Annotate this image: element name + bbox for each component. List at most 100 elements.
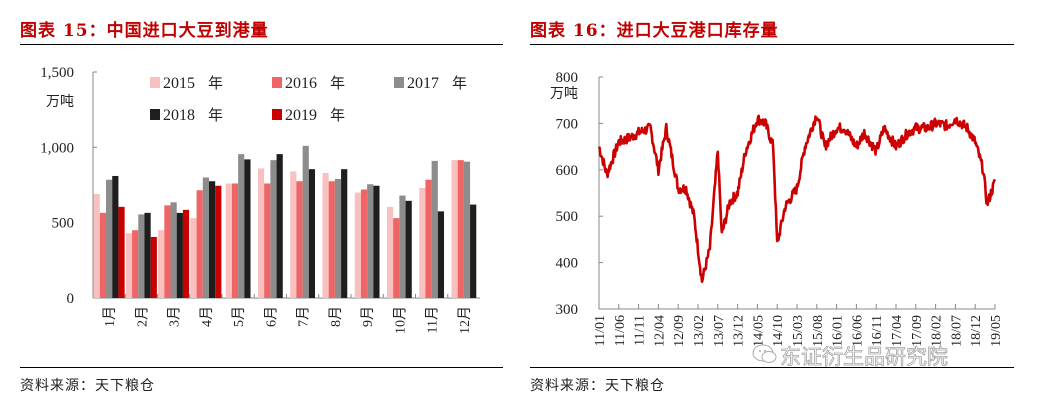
bar <box>290 171 297 298</box>
bar <box>386 206 394 298</box>
bar <box>244 159 251 298</box>
bar <box>264 183 271 298</box>
bar <box>341 169 348 298</box>
y-tick-label: 700 <box>556 116 579 132</box>
x-tick-label: 15/08 <box>811 315 826 347</box>
legend-swatch <box>150 109 160 120</box>
bar <box>112 175 119 298</box>
bar <box>158 230 165 298</box>
y-tick-label: 1,000 <box>40 140 74 156</box>
bar <box>405 200 412 298</box>
x-tick-label: 13/02 <box>692 315 707 347</box>
bar <box>399 195 406 298</box>
bar <box>182 209 190 298</box>
bar <box>208 181 216 298</box>
left-panel: 图表 15：中国进口大豆到港量 0 500 1,000 1,500 万吨 1月 2月 3月 4月… <box>0 0 520 406</box>
x-tick-label: 16/06 <box>850 315 865 347</box>
x-tick-label: 12月 <box>457 306 473 334</box>
y-tick-label: 600 <box>556 163 579 179</box>
bar <box>238 154 245 298</box>
legend-item: 2015 年 <box>150 75 223 92</box>
x-tick-label: 11/01 <box>593 315 608 346</box>
svg-text:年: 年 <box>208 75 223 92</box>
x-tick-label: 19/05 <box>989 315 1004 347</box>
x-tick-label: 11/11 <box>633 315 648 346</box>
bar <box>125 233 133 298</box>
left-chart-title: 图表 15：中国进口大豆到港量 <box>20 21 269 41</box>
y-unit-label: 万吨 <box>550 86 578 102</box>
x-tick-label: 18/12 <box>969 315 984 347</box>
x-tick-label: 11月 <box>425 306 441 333</box>
y-tick-label: 300 <box>556 302 579 318</box>
right-source-rule <box>530 367 1014 368</box>
svg-text:年: 年 <box>208 107 223 124</box>
legend-swatch <box>150 77 160 88</box>
y-tick-label: 400 <box>556 256 579 272</box>
x-tick-label: 5月 <box>231 306 247 327</box>
y-unit-label: 万吨 <box>46 94 74 110</box>
legend-item: 2016 年 <box>272 75 345 92</box>
x-tick-label: 8月 <box>328 306 344 327</box>
bar <box>451 160 458 298</box>
bar <box>431 160 438 298</box>
x-tick-label: 4月 <box>199 306 215 327</box>
bar <box>176 212 183 298</box>
left-source-rule <box>20 367 503 368</box>
x-tick-label: 15/03 <box>791 315 806 347</box>
bar <box>196 190 203 298</box>
right-title-rule <box>530 44 1014 45</box>
svg-text:年: 年 <box>452 75 467 92</box>
x-tick-label: 16/01 <box>831 315 846 347</box>
bar <box>170 202 177 298</box>
x-tick-label: 12/09 <box>672 315 687 347</box>
svg-text:年: 年 <box>330 107 345 124</box>
bar <box>302 145 309 298</box>
y-tick-label: 0 <box>67 291 75 307</box>
x-tick-label: 14/05 <box>751 315 766 347</box>
bar <box>144 212 151 298</box>
bar <box>425 179 432 298</box>
legend-swatch <box>272 77 282 88</box>
x-tick-label: 17/09 <box>910 315 925 347</box>
x-tick-label: 14/10 <box>771 315 786 347</box>
x-tick-label: 13/07 <box>712 315 727 347</box>
legend-label: 2016 <box>285 75 317 92</box>
legend-swatch <box>272 109 282 120</box>
bar <box>164 205 171 298</box>
legend-label: 2017 <box>407 75 439 92</box>
bar <box>99 212 107 298</box>
inventory-line <box>597 114 997 284</box>
import-arrivals-bar-chart: 0 500 1,000 1,500 万吨 1月 2月 3月 4月 5月 6月 7月 8月 9月 10月 11月… <box>40 65 480 334</box>
left-source-note: 资料来源：天下粮仓 <box>20 378 155 394</box>
bar <box>334 178 342 298</box>
bar <box>393 218 400 298</box>
bar <box>322 172 329 298</box>
bar <box>419 188 426 298</box>
watermark-text: 东证衍生品研究院 <box>780 345 949 370</box>
x-tick-label: 18/07 <box>949 315 964 347</box>
bar <box>150 236 157 298</box>
bar <box>215 185 222 298</box>
x-tick-label: 7月 <box>296 306 312 327</box>
x-tick-label: 12/04 <box>652 315 667 347</box>
x-tick-label: 18/02 <box>930 315 945 347</box>
left-title-rule <box>20 44 503 45</box>
bar <box>118 206 125 298</box>
y-tick-label: 500 <box>556 209 579 225</box>
legend-label: 2019 <box>285 107 317 124</box>
bar <box>360 189 368 298</box>
svg-text:年: 年 <box>330 75 345 92</box>
right-panel: 图表 16：进口大豆港口库存量 资料来源：天下粮仓 <box>520 0 1056 406</box>
legend-item: 2018 年 <box>150 107 223 124</box>
bar <box>190 218 197 298</box>
y-tick-label: 500 <box>52 216 75 232</box>
wechat-icon <box>752 344 777 363</box>
bar <box>93 194 100 298</box>
legend-label: 2018 <box>163 107 195 124</box>
legend-item: 2017 年 <box>394 75 467 92</box>
bar <box>132 230 139 298</box>
bar <box>138 214 145 298</box>
bar <box>328 181 335 298</box>
bar <box>463 161 471 298</box>
